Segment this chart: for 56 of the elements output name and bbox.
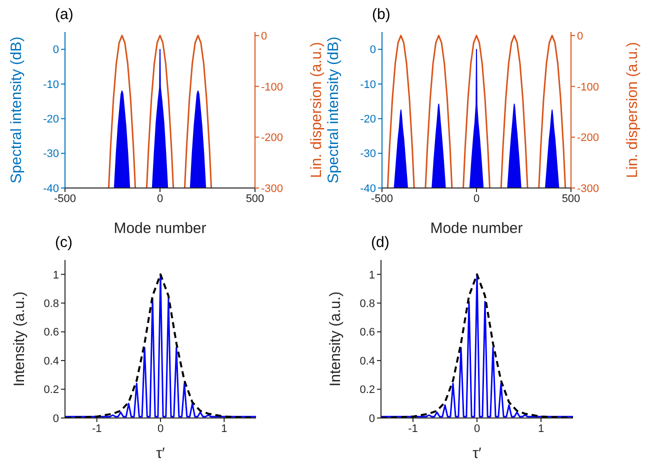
y-tick-label: 0.2 [360,384,375,396]
y-axis-title: Intensity (a.u.) [326,290,345,389]
y-tick-label: 0.4 [44,355,59,368]
x-axis-title: Mode number [430,220,523,237]
y-tick-label: 0.2 [44,384,59,396]
chart-title: (b) [372,6,390,23]
y-tick-label: 0.4 [360,355,375,368]
x-tick-label: -500 [54,192,76,205]
y2-tick-label: -300 [261,182,284,195]
y2-tick-label: -200 [261,132,284,144]
x-tick-label: -500 [370,192,394,205]
x-tick-label: 500 [562,192,580,205]
y2-tick-label: -100 [577,81,600,94]
y-tick-label: -40 [43,182,59,195]
y-tick-label: 0 [52,44,59,56]
y2-axis-title: Lin. dispersion (a.u.) [623,41,642,180]
y-tick-label: 1 [368,269,375,282]
y-tick-label: -10 [360,78,376,91]
x-tick-label: 0 [473,192,480,205]
y-tick-label: 0.6 [360,326,375,339]
y-tick-label: 0 [370,44,376,56]
y2-tick-label: 0 [577,30,584,42]
y2-tick-label: -100 [261,81,284,94]
y-tick-label: -20 [360,114,376,126]
x-tick-label: 0 [156,192,164,205]
x-tick-label: 500 [246,192,264,205]
y-tick-label: 1 [52,269,59,282]
y-tick-label: 0.8 [360,298,375,310]
chart-title: (d) [371,234,390,251]
chart-title: (c) [55,234,72,251]
y-tick-label: -30 [43,148,59,160]
y2-tick-label: -300 [577,182,600,195]
x-tick-label: 0 [157,422,164,435]
y-tick-label: 0 [52,412,59,425]
x-tick-label: 1 [538,422,544,435]
y-tick-label: -20 [43,114,59,126]
chart-title: (a) [55,6,74,23]
y-axis-title: Spectral intensity (dB) [324,36,343,186]
x-axis-title: τ′ [156,445,166,462]
y-tick-label: 0.8 [44,298,59,310]
x-tick-label: -1 [92,422,102,435]
y-axis-title: Spectral intensity (dB) [7,36,26,186]
y2-axis-title: Lin. dispersion (a.u.) [307,41,326,180]
y-tick-label: 0 [368,412,375,425]
y2-tick-label: -200 [577,132,600,144]
y-tick-label: -40 [360,182,376,195]
x-tick-label: -1 [408,422,418,435]
x-axis-title: τ′ [472,445,482,462]
x-axis-title: Mode number [114,220,206,237]
y-tick-label: 0.6 [44,326,59,339]
y-axis-title: Intensity (a.u.) [10,290,29,389]
y-tick-label: -30 [360,148,376,160]
x-tick-label: 0 [474,422,480,435]
y2-tick-label: 0 [261,30,268,42]
x-tick-label: 1 [221,422,228,435]
y-tick-label: -10 [43,78,59,91]
